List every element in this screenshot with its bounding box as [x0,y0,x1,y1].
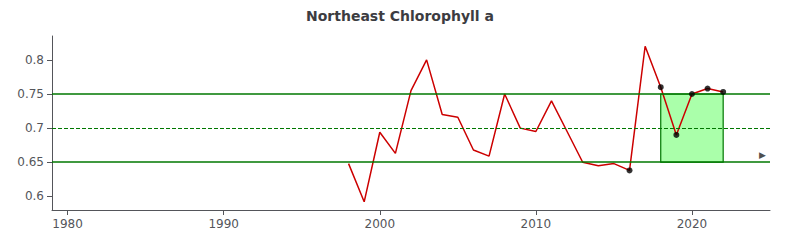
svg-text:0.7: 0.7 [25,121,44,135]
svg-text:1980: 1980 [52,217,83,231]
svg-text:1990: 1990 [208,217,239,231]
svg-text:0.75: 0.75 [17,87,44,101]
svg-text:0.6: 0.6 [25,189,44,203]
svg-text:2010: 2010 [521,217,552,231]
svg-text:0.8: 0.8 [25,53,44,67]
svg-text:0.65: 0.65 [17,155,44,169]
svg-text:2020: 2020 [677,217,708,231]
svg-text:Northeast Chlorophyll a: Northeast Chlorophyll a [306,8,494,24]
svg-text:▶: ▶ [759,150,766,160]
svg-text:2000: 2000 [365,217,396,231]
